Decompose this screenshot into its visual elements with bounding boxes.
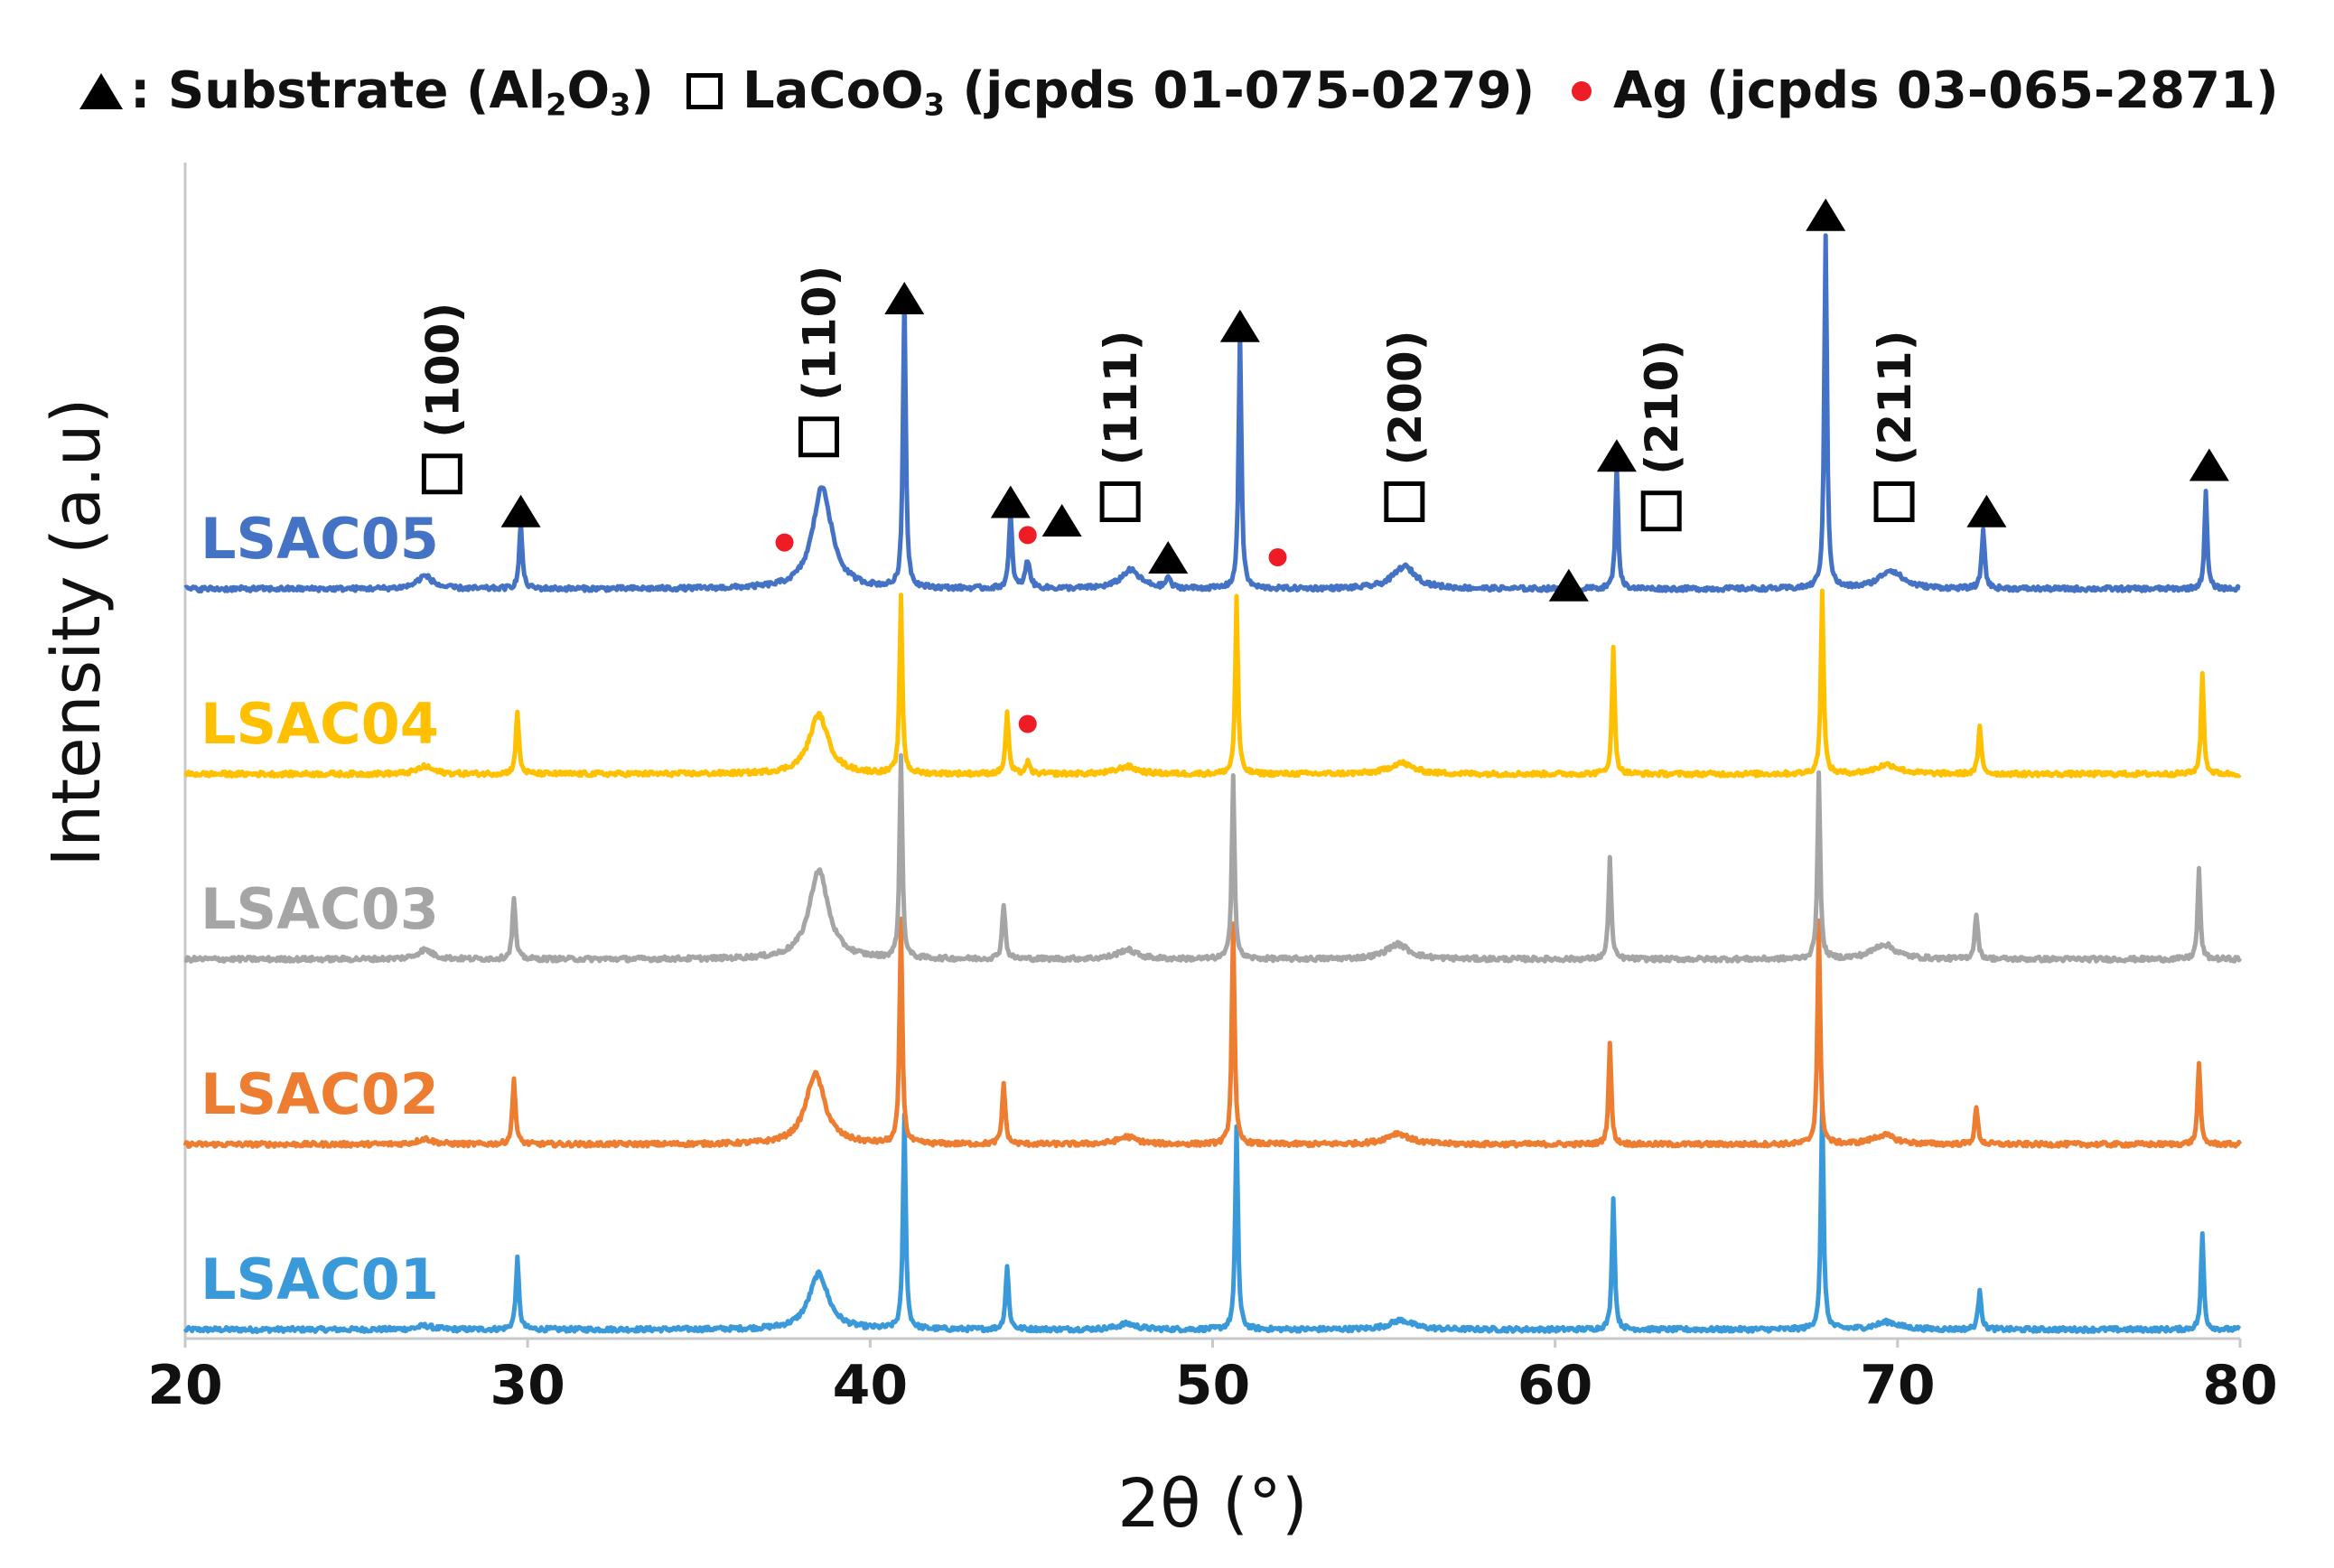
ag-marker — [1268, 548, 1287, 566]
x-tick-label: 40 — [833, 1354, 909, 1417]
series-line-lsac02 — [182, 916, 2243, 1149]
series-line-lsac05 — [183, 233, 2242, 593]
series-line-lsac01 — [182, 1099, 2242, 1334]
series-line-lsac03 — [183, 752, 2243, 964]
substrate-marker — [884, 282, 925, 314]
legend: : Substrate (Al2O3) LaCoO3 (jcpds 01-075… — [0, 54, 2334, 145]
substrate-marker — [500, 494, 541, 527]
series-label-lsac03: LSAC03 — [201, 876, 439, 942]
series-label-lsac01: LSAC01 — [201, 1246, 439, 1312]
legend-lacoo3-text: LaCoO3 (jcpds 01-075-0279) — [742, 61, 1536, 123]
x-tick-label: 70 — [1860, 1354, 1936, 1417]
legend-substrate-text: : Substrate (Al2O3) — [130, 61, 655, 123]
hkl-label: (200) — [1379, 330, 1432, 465]
substrate-marker — [1041, 504, 1082, 537]
series-line-lsac04 — [183, 588, 2242, 779]
series-label-lsac04: LSAC04 — [201, 691, 439, 757]
substrate-marker — [990, 485, 1031, 518]
lacoo3-marker — [1640, 490, 1682, 532]
ag-marker — [775, 533, 794, 552]
square-icon — [686, 72, 723, 109]
axes: 20 30 40 50 60 70 80 — [147, 163, 2278, 1417]
x-tick-label: 80 — [2202, 1354, 2278, 1417]
triangle-icon — [79, 72, 123, 109]
substrate-marker — [1219, 309, 1260, 342]
ag-marker — [1018, 526, 1037, 545]
lacoo3-marker — [1099, 481, 1141, 522]
series-lines — [182, 233, 2243, 1334]
lacoo3-marker — [1384, 481, 1425, 522]
legend-ag: Ag (jcpds 03-065-2871) — [1572, 61, 2279, 120]
hkl-label: (211) — [1869, 330, 1921, 465]
hkl-label: (100) — [416, 303, 469, 438]
dot-icon — [1572, 80, 1592, 101]
peak-annotations: (100) (110) (111) (200) (210) (211) — [416, 198, 2229, 733]
hkl-label: (210) — [1636, 340, 1688, 475]
ag-marker — [1018, 714, 1037, 733]
substrate-marker — [1966, 494, 2007, 527]
lacoo3-marker — [421, 453, 462, 495]
lacoo3-marker — [1873, 481, 1915, 522]
substrate-marker — [1148, 541, 1189, 574]
x-tick-label: 50 — [1175, 1354, 1251, 1417]
substrate-marker — [1806, 198, 1846, 231]
x-tick-label: 30 — [490, 1354, 565, 1417]
series-labels: LSAC01 LSAC02 LSAC03 LSAC04 LSAC05 — [201, 506, 439, 1312]
x-tick-label: 60 — [1517, 1354, 1593, 1417]
x-axis-title: 2θ (°) — [1117, 1465, 1308, 1543]
series-label-lsac05: LSAC05 — [201, 506, 439, 572]
x-tick-label: 20 — [147, 1354, 223, 1417]
substrate-marker — [2189, 448, 2229, 481]
substrate-marker — [1596, 439, 1637, 472]
substrate-marker — [1548, 568, 1589, 602]
hkl-label: (111) — [1095, 330, 1147, 465]
legend-ag-text: Ag (jcpds 03-065-2871) — [1613, 61, 2279, 120]
lacoo3-marker — [798, 416, 839, 458]
y-axis-title: Intensity (a.u) — [38, 397, 116, 866]
legend-substrate: : Substrate (Al2O3) — [79, 61, 654, 120]
legend-lacoo3: LaCoO3 (jcpds 01-075-0279) — [686, 61, 1535, 120]
hkl-label: (110) — [793, 266, 845, 401]
series-label-lsac02: LSAC02 — [201, 1061, 439, 1127]
